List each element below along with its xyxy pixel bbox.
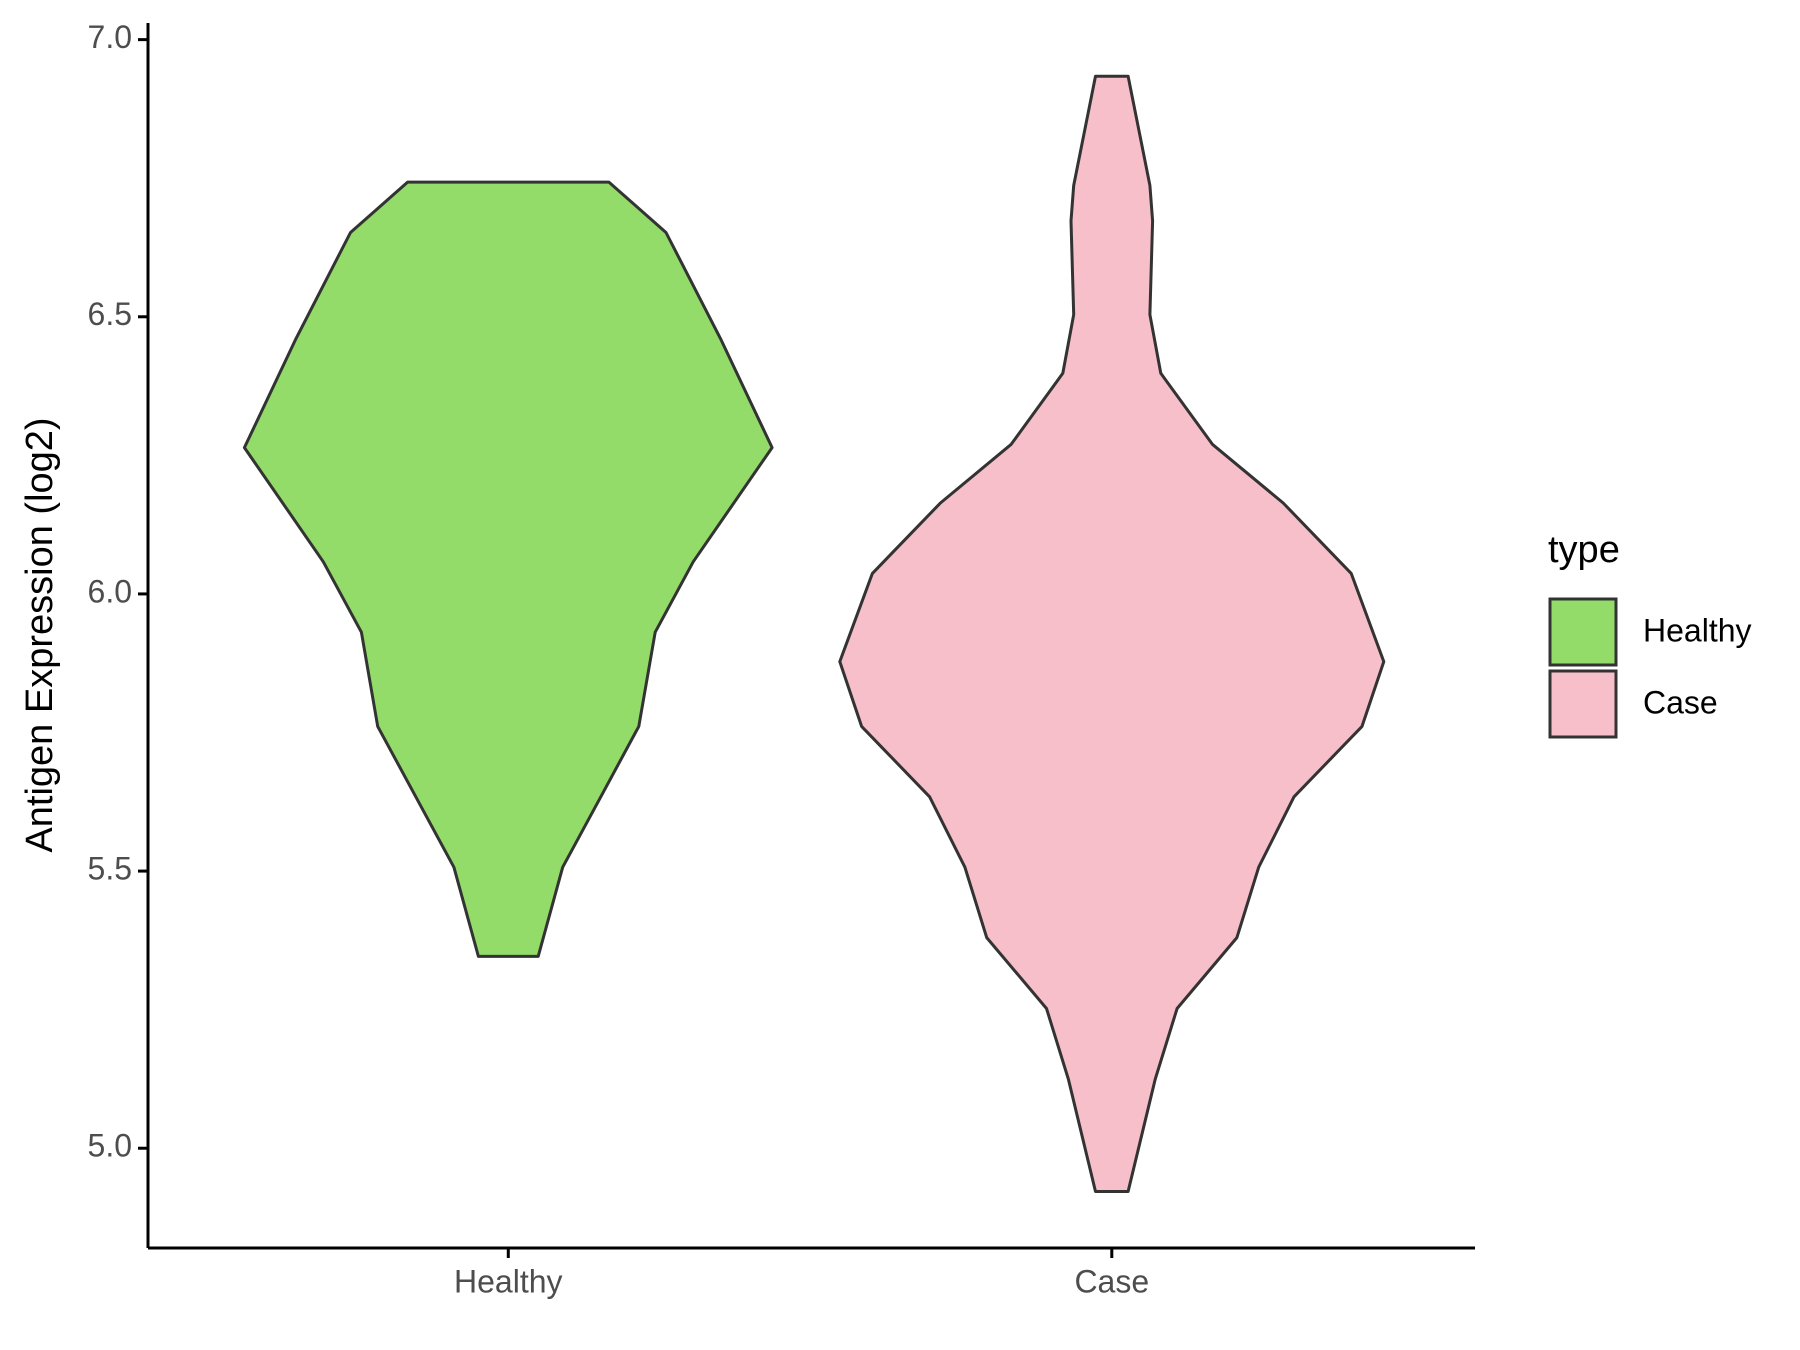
legend-label: Case — [1643, 684, 1718, 720]
y-tick-label: 6.5 — [88, 296, 132, 332]
violin — [242, 180, 774, 958]
x-tick-label: Healthy — [454, 1263, 563, 1299]
x-tick-label: Case — [1074, 1263, 1149, 1299]
y-tick-label: 7.0 — [88, 19, 132, 55]
violin — [838, 74, 1386, 1193]
legend-label: Healthy — [1643, 612, 1752, 648]
legend-title: type — [1548, 529, 1620, 571]
legend-key — [1548, 669, 1618, 739]
legend-key — [1548, 597, 1618, 667]
y-tick-label: 5.5 — [88, 851, 132, 887]
y-axis-title: Antigen Expression (log2) — [19, 417, 61, 852]
y-tick-label: 5.0 — [88, 1128, 132, 1164]
y-tick-label: 6.0 — [88, 573, 132, 609]
